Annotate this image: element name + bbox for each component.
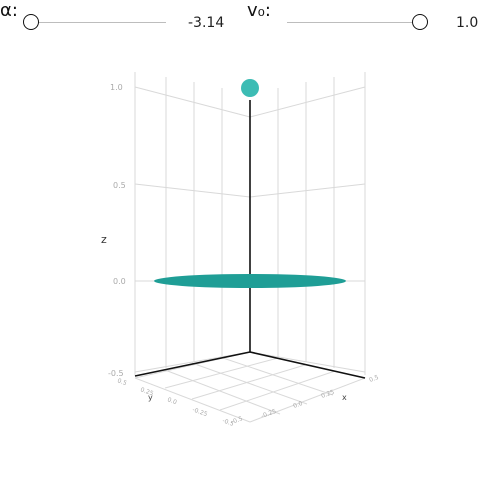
z-tick-4: -0.5 <box>108 369 124 378</box>
alpha-label: α: <box>0 0 18 21</box>
alpha-slider-track[interactable] <box>30 22 166 23</box>
z-tick-3: 0.0 <box>113 277 126 286</box>
v0-slider-row: v₀: 1.0 <box>245 0 500 46</box>
axis-lines <box>134 100 366 379</box>
back-wall-grid <box>134 72 366 375</box>
v0-slider-track[interactable] <box>287 22 423 23</box>
x-tick-5: -0.5 <box>230 415 244 426</box>
floor-grid <box>134 351 366 423</box>
z-tick-1: 1.0 <box>110 83 123 92</box>
x-tick-4: -0.25 <box>260 408 277 420</box>
x-tick-2: 0.25 <box>320 389 335 400</box>
y-tick-1: 0.5 <box>116 377 128 387</box>
ball-marker <box>241 79 259 97</box>
y-tick-4: -0.25 <box>191 406 208 418</box>
v0-value: 1.0 <box>456 15 479 31</box>
v0-label: v₀: <box>247 0 271 21</box>
x-axis-label: x <box>342 393 347 402</box>
z-axis-label: z <box>101 233 107 246</box>
y-tick-3: 0.0 <box>166 396 178 406</box>
y-tick-5: -0.5 <box>221 417 235 428</box>
x-tick-1: 0.5 <box>368 374 380 384</box>
alpha-value: -3.14 <box>188 15 225 31</box>
disk-surface <box>154 274 346 288</box>
y-tick-2: 0.25 <box>139 386 154 397</box>
alpha-slider-handle[interactable] <box>23 14 39 30</box>
y-axis-label: y <box>148 393 153 402</box>
alpha-slider-row: α: -3.14 <box>0 0 240 46</box>
v0-slider-handle[interactable] <box>412 14 428 30</box>
z-tick-2: 0.5 <box>113 181 126 190</box>
x-tick-3: 0.0 <box>292 400 304 410</box>
